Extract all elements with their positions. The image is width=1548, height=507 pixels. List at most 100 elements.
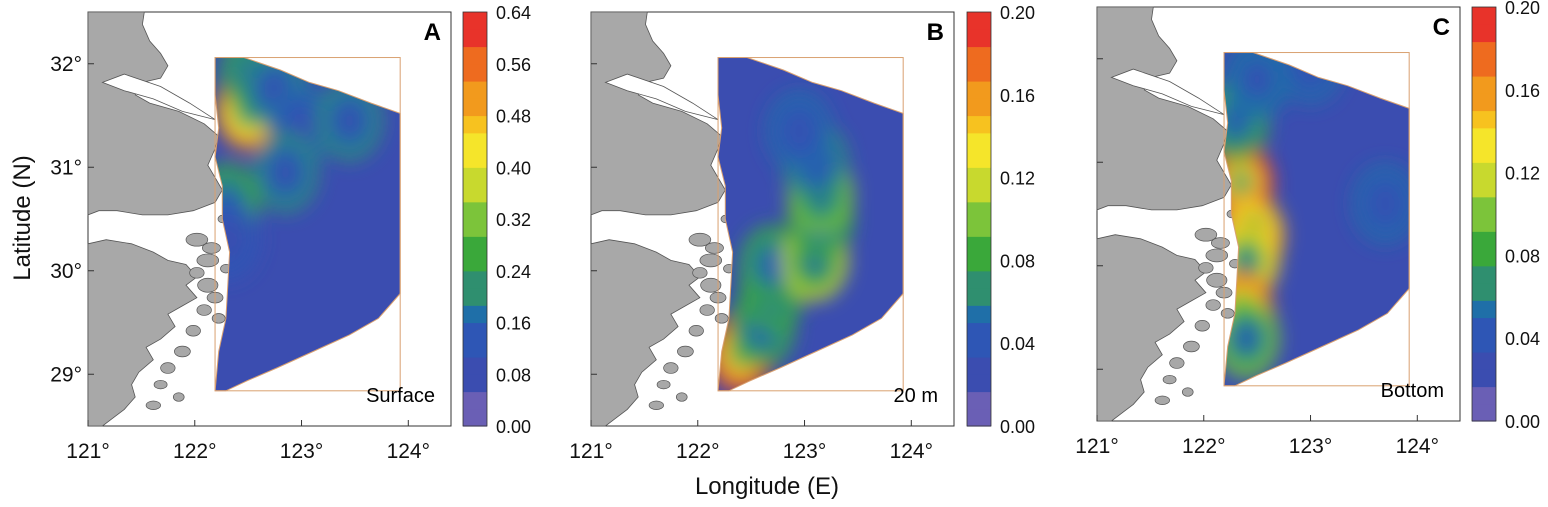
- island: [211, 313, 226, 324]
- hotspot-layer: [718, 90, 854, 391]
- study-area-outline: [717, 57, 904, 392]
- x-tick-label: 121°: [569, 440, 612, 463]
- colorbar-tick-label: 0.12: [1505, 164, 1540, 184]
- island: [688, 232, 712, 247]
- colorbar-tick-label: 0.16: [1505, 81, 1540, 101]
- colorbar-step: [967, 132, 991, 151]
- colorbar-tick-label: 0.08: [496, 365, 531, 385]
- colorbar-step: [967, 322, 991, 341]
- colorbar-step: [967, 167, 991, 186]
- data-hotspot: [1232, 171, 1251, 194]
- colorbar-tick-label: 0.64: [496, 3, 531, 23]
- colorbar-step: [967, 63, 991, 82]
- colorbar: 0.00 0.04 0.08 0.12 0.16 0.20: [966, 3, 1035, 437]
- colorbar-step: [1472, 317, 1496, 336]
- colorbar-step: [463, 63, 487, 82]
- colorbar-step: [1472, 179, 1496, 198]
- x-axis-label: Longitude (E): [695, 473, 839, 500]
- colorbar-step: [1472, 93, 1496, 112]
- colorbar-step: [967, 201, 991, 220]
- colorbar-step: [1472, 110, 1496, 129]
- island: [189, 267, 205, 279]
- x-tick-label: 122°: [1182, 435, 1225, 458]
- colorbar: 0.00 0.08 0.16 0.24 0.32 0.40 0.48 0.56 0.64: [462, 3, 531, 437]
- colorbar-step: [463, 29, 487, 48]
- x-tick-label: 124°: [387, 440, 430, 463]
- panel-C: 121° 122° 123° 124°CBottom0.000.040.080.120…: [1075, 0, 1540, 458]
- colorbar-tick-label: 0.00: [1000, 417, 1035, 437]
- colorbar-frame: [966, 11, 992, 427]
- colorbar-step: [967, 46, 991, 65]
- island: [688, 325, 704, 337]
- island: [1210, 237, 1230, 249]
- study-area-box: [1223, 52, 1410, 387]
- colorbar-tick-label: 0.12: [1000, 169, 1035, 189]
- colorbar-step: [1472, 369, 1496, 388]
- panel-letter: B: [927, 19, 944, 46]
- colorbar-tick-label: 0.32: [496, 210, 531, 230]
- concentration-field: [215, 57, 401, 391]
- data-hotspot: [1226, 109, 1245, 132]
- colorbar-step: [463, 408, 487, 427]
- hotspot-layer: [215, 57, 383, 281]
- colorbar-tick-label: 0.08: [1505, 246, 1540, 266]
- colorbar-tick-label: 0.08: [1000, 251, 1035, 271]
- island: [714, 313, 729, 324]
- island: [153, 379, 168, 390]
- island: [197, 277, 219, 293]
- colorbar-tick-label: 0.16: [1000, 86, 1035, 106]
- colorbar-step: [967, 253, 991, 272]
- colorbar: 0.00 0.04 0.08 0.12 0.16 0.20: [1471, 0, 1540, 432]
- island: [160, 362, 176, 374]
- data-hotspot: [790, 120, 809, 143]
- colorbar-step: [463, 391, 487, 410]
- colorbar-step: [967, 150, 991, 168]
- island: [196, 304, 212, 316]
- data-hotspot: [763, 254, 782, 277]
- colorbar-tick-label: 0.00: [496, 417, 531, 437]
- island: [201, 242, 221, 254]
- colorbar-frame: [1471, 6, 1497, 422]
- colorbar-step: [1472, 196, 1496, 215]
- colorbar-step: [1472, 283, 1496, 301]
- y-tick-label: 32°: [50, 53, 82, 76]
- island: [692, 267, 708, 279]
- depth-label: Bottom: [1381, 380, 1444, 402]
- colorbar-step: [967, 339, 991, 358]
- island: [675, 392, 688, 402]
- island: [1220, 308, 1235, 319]
- y-tick-label: 31°: [50, 156, 82, 179]
- island: [1162, 374, 1177, 385]
- island: [704, 242, 724, 254]
- colorbar-step: [1472, 24, 1496, 43]
- colorbar-tick-label: 0.00: [1505, 412, 1540, 432]
- study-area-outline: [214, 57, 401, 392]
- data-hotspot: [276, 161, 295, 184]
- colorbar-step: [463, 253, 487, 272]
- colorbar-step: [463, 357, 487, 375]
- land-south: [87, 239, 198, 427]
- colorbar-step: [1472, 127, 1496, 146]
- colorbar-step: [463, 374, 487, 393]
- study-area-box: [717, 57, 904, 392]
- data-hotspot: [265, 78, 284, 101]
- colorbar-step: [463, 46, 487, 65]
- colorbar-tick-label: 0.56: [496, 55, 531, 75]
- island: [700, 277, 722, 293]
- island: [1206, 272, 1228, 288]
- colorbar-step: [463, 184, 487, 203]
- colorbar-tick-label: 0.24: [496, 262, 531, 282]
- colorbar-frame: [462, 11, 488, 427]
- colorbar-step: [967, 374, 991, 393]
- study-area-box: [214, 57, 401, 392]
- island: [196, 253, 220, 268]
- colorbar-step: [1472, 214, 1496, 232]
- colorbar-step: [967, 81, 991, 99]
- island: [174, 345, 191, 358]
- colorbar-step: [967, 115, 991, 134]
- panel-letter: C: [1433, 14, 1450, 41]
- island: [677, 345, 694, 358]
- colorbar-step: [967, 98, 991, 117]
- island: [1181, 387, 1194, 397]
